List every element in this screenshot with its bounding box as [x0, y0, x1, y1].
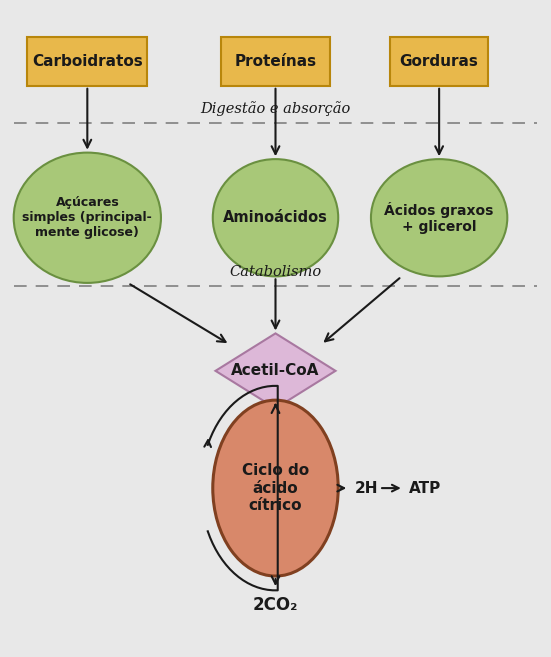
Ellipse shape: [213, 400, 338, 576]
Text: Aminoácidos: Aminoácidos: [223, 210, 328, 225]
Polygon shape: [215, 333, 336, 408]
Ellipse shape: [371, 159, 507, 277]
FancyBboxPatch shape: [221, 37, 330, 86]
Text: 2H: 2H: [355, 481, 378, 495]
Text: Ciclo do
ácido
cítrico: Ciclo do ácido cítrico: [242, 463, 309, 513]
Text: Catabolismo: Catabolismo: [229, 265, 322, 279]
Text: 2CO₂: 2CO₂: [253, 597, 298, 614]
Text: Acetil-CoA: Acetil-CoA: [231, 363, 320, 378]
Text: Proteínas: Proteínas: [234, 54, 317, 69]
Ellipse shape: [14, 152, 161, 283]
Ellipse shape: [213, 159, 338, 277]
FancyBboxPatch shape: [390, 37, 488, 86]
Text: Açúcares
simples (principal-
mente glicose): Açúcares simples (principal- mente glico…: [23, 196, 152, 239]
FancyBboxPatch shape: [28, 37, 147, 86]
Text: Digestão e absorção: Digestão e absorção: [201, 101, 350, 116]
Text: Ácidos graxos
+ glicerol: Ácidos graxos + glicerol: [385, 202, 494, 234]
Text: Gorduras: Gorduras: [399, 54, 479, 69]
Text: Carboidratos: Carboidratos: [32, 54, 143, 69]
Text: ATP: ATP: [409, 481, 441, 495]
